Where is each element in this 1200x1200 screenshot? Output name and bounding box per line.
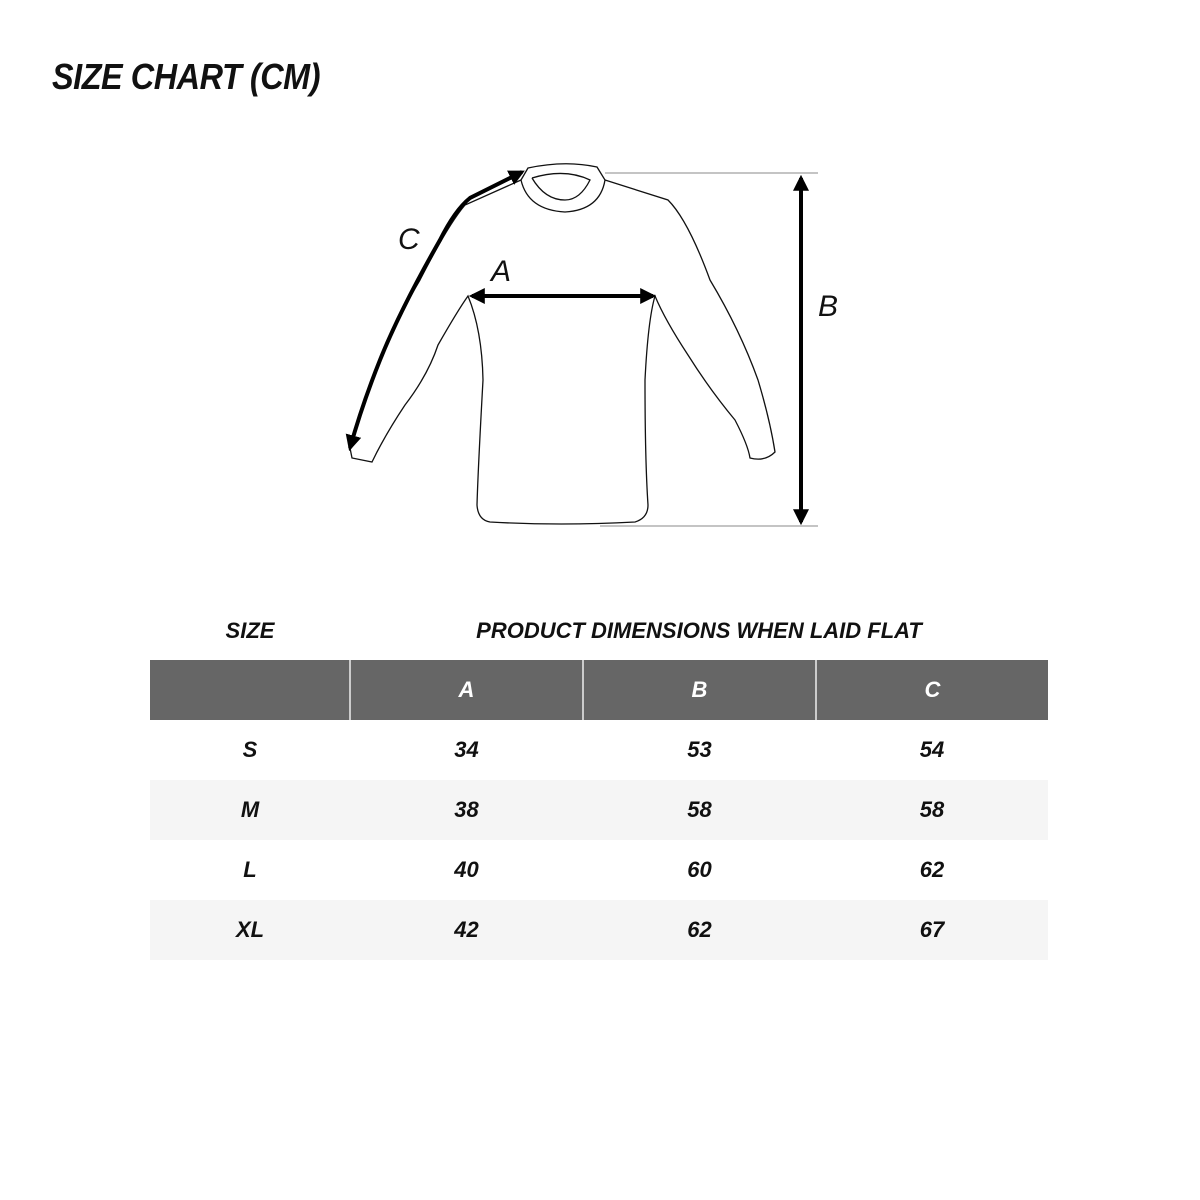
cell-size: M — [150, 780, 350, 840]
cell-b: 53 — [687, 737, 712, 762]
cell-size: L — [243, 857, 257, 882]
cell-c: 67 — [816, 900, 1048, 960]
cell-a: 34 — [454, 737, 479, 762]
cell-a: 38 — [350, 780, 583, 840]
table-row: XL 42 62 67 — [150, 900, 1048, 960]
cell-c: 54 — [919, 737, 945, 762]
shirt-outline — [349, 163, 776, 525]
cell-a: 40 — [454, 857, 479, 882]
page-title: SIZE CHART (CM) — [52, 56, 321, 97]
table-row: S 34 53 54 — [150, 720, 1048, 780]
cell-b: 60 — [687, 857, 712, 882]
header-c: C — [815, 660, 1048, 720]
cell-c: 58 — [816, 780, 1048, 840]
header-b: B — [582, 660, 816, 720]
label-a: A — [489, 255, 511, 288]
cell-size: S — [242, 737, 258, 762]
header-a: A — [349, 660, 583, 720]
measurement-guides — [600, 172, 818, 527]
label-b: B — [818, 290, 838, 323]
table-row: L 40 60 62 — [150, 840, 1048, 900]
measure-c-arrow — [345, 170, 525, 452]
cell-b: 58 — [583, 780, 816, 840]
size-table: A B C S 34 53 54 M 38 58 58 L 40 60 62 X… — [150, 660, 1048, 960]
table-header-row: A B C — [150, 660, 1048, 720]
cell-a: 42 — [350, 900, 583, 960]
cell-size: XL — [150, 900, 350, 960]
table-row: M 38 58 58 — [150, 780, 1048, 840]
shirt-diagram: C A B — [345, 163, 838, 527]
dimensions-caption: PRODUCT DIMENSIONS WHEN LAID FLAT — [476, 618, 922, 643]
header-size — [150, 660, 350, 720]
cell-b: 62 — [583, 900, 816, 960]
label-c: C — [398, 223, 420, 256]
cell-c: 62 — [919, 857, 945, 882]
size-caption: SIZE — [225, 618, 275, 643]
